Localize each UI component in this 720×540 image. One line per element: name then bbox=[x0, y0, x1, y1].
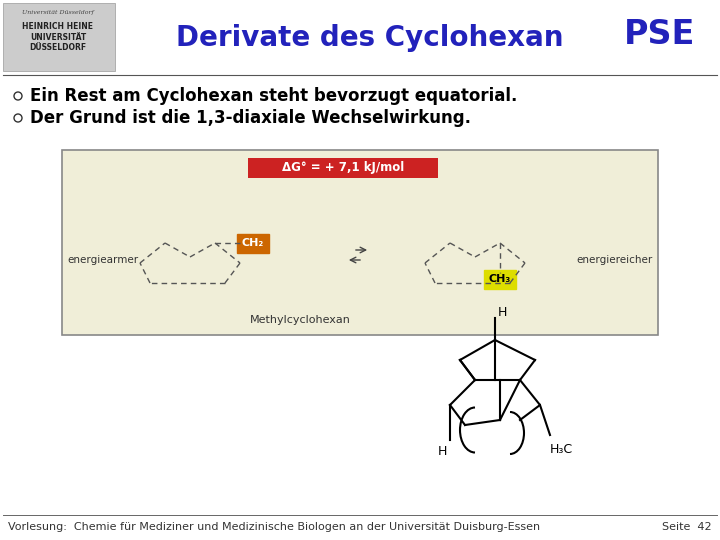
Text: Der Grund ist die 1,3-diaxiale Wechselwirkung.: Der Grund ist die 1,3-diaxiale Wechselwi… bbox=[30, 109, 471, 127]
FancyBboxPatch shape bbox=[3, 3, 115, 71]
Text: HEINRICH HEINE: HEINRICH HEINE bbox=[22, 22, 94, 31]
Text: CH₂: CH₂ bbox=[242, 238, 264, 248]
Text: UNIVERSITÄT: UNIVERSITÄT bbox=[30, 33, 86, 42]
Text: H₃C: H₃C bbox=[550, 443, 573, 456]
Text: H: H bbox=[498, 306, 508, 319]
Text: CH₃: CH₃ bbox=[489, 274, 511, 285]
Text: Methylcyclohexan: Methylcyclohexan bbox=[250, 315, 351, 325]
Text: Universität Düsseldorf: Universität Düsseldorf bbox=[22, 10, 94, 15]
Text: energiearmer: energiearmer bbox=[67, 255, 138, 265]
Text: ΔG° = + 7,1 kJ/mol: ΔG° = + 7,1 kJ/mol bbox=[282, 161, 404, 174]
Text: Ein Rest am Cyclohexan steht bevorzugt equatorial.: Ein Rest am Cyclohexan steht bevorzugt e… bbox=[30, 87, 518, 105]
Text: DÜSSELDORF: DÜSSELDORF bbox=[30, 43, 86, 52]
Text: PSE: PSE bbox=[624, 18, 695, 51]
FancyBboxPatch shape bbox=[237, 233, 269, 253]
Text: Derivate des Cyclohexan: Derivate des Cyclohexan bbox=[176, 24, 564, 52]
Text: Seite  42: Seite 42 bbox=[662, 522, 712, 532]
FancyBboxPatch shape bbox=[484, 270, 516, 289]
Text: Vorlesung:  Chemie für Mediziner und Medizinische Biologen an der Universität Du: Vorlesung: Chemie für Mediziner und Medi… bbox=[8, 522, 540, 532]
Text: energiereicher: energiereicher bbox=[577, 255, 653, 265]
FancyBboxPatch shape bbox=[62, 150, 658, 335]
Text: H: H bbox=[437, 445, 446, 458]
FancyBboxPatch shape bbox=[248, 158, 438, 178]
